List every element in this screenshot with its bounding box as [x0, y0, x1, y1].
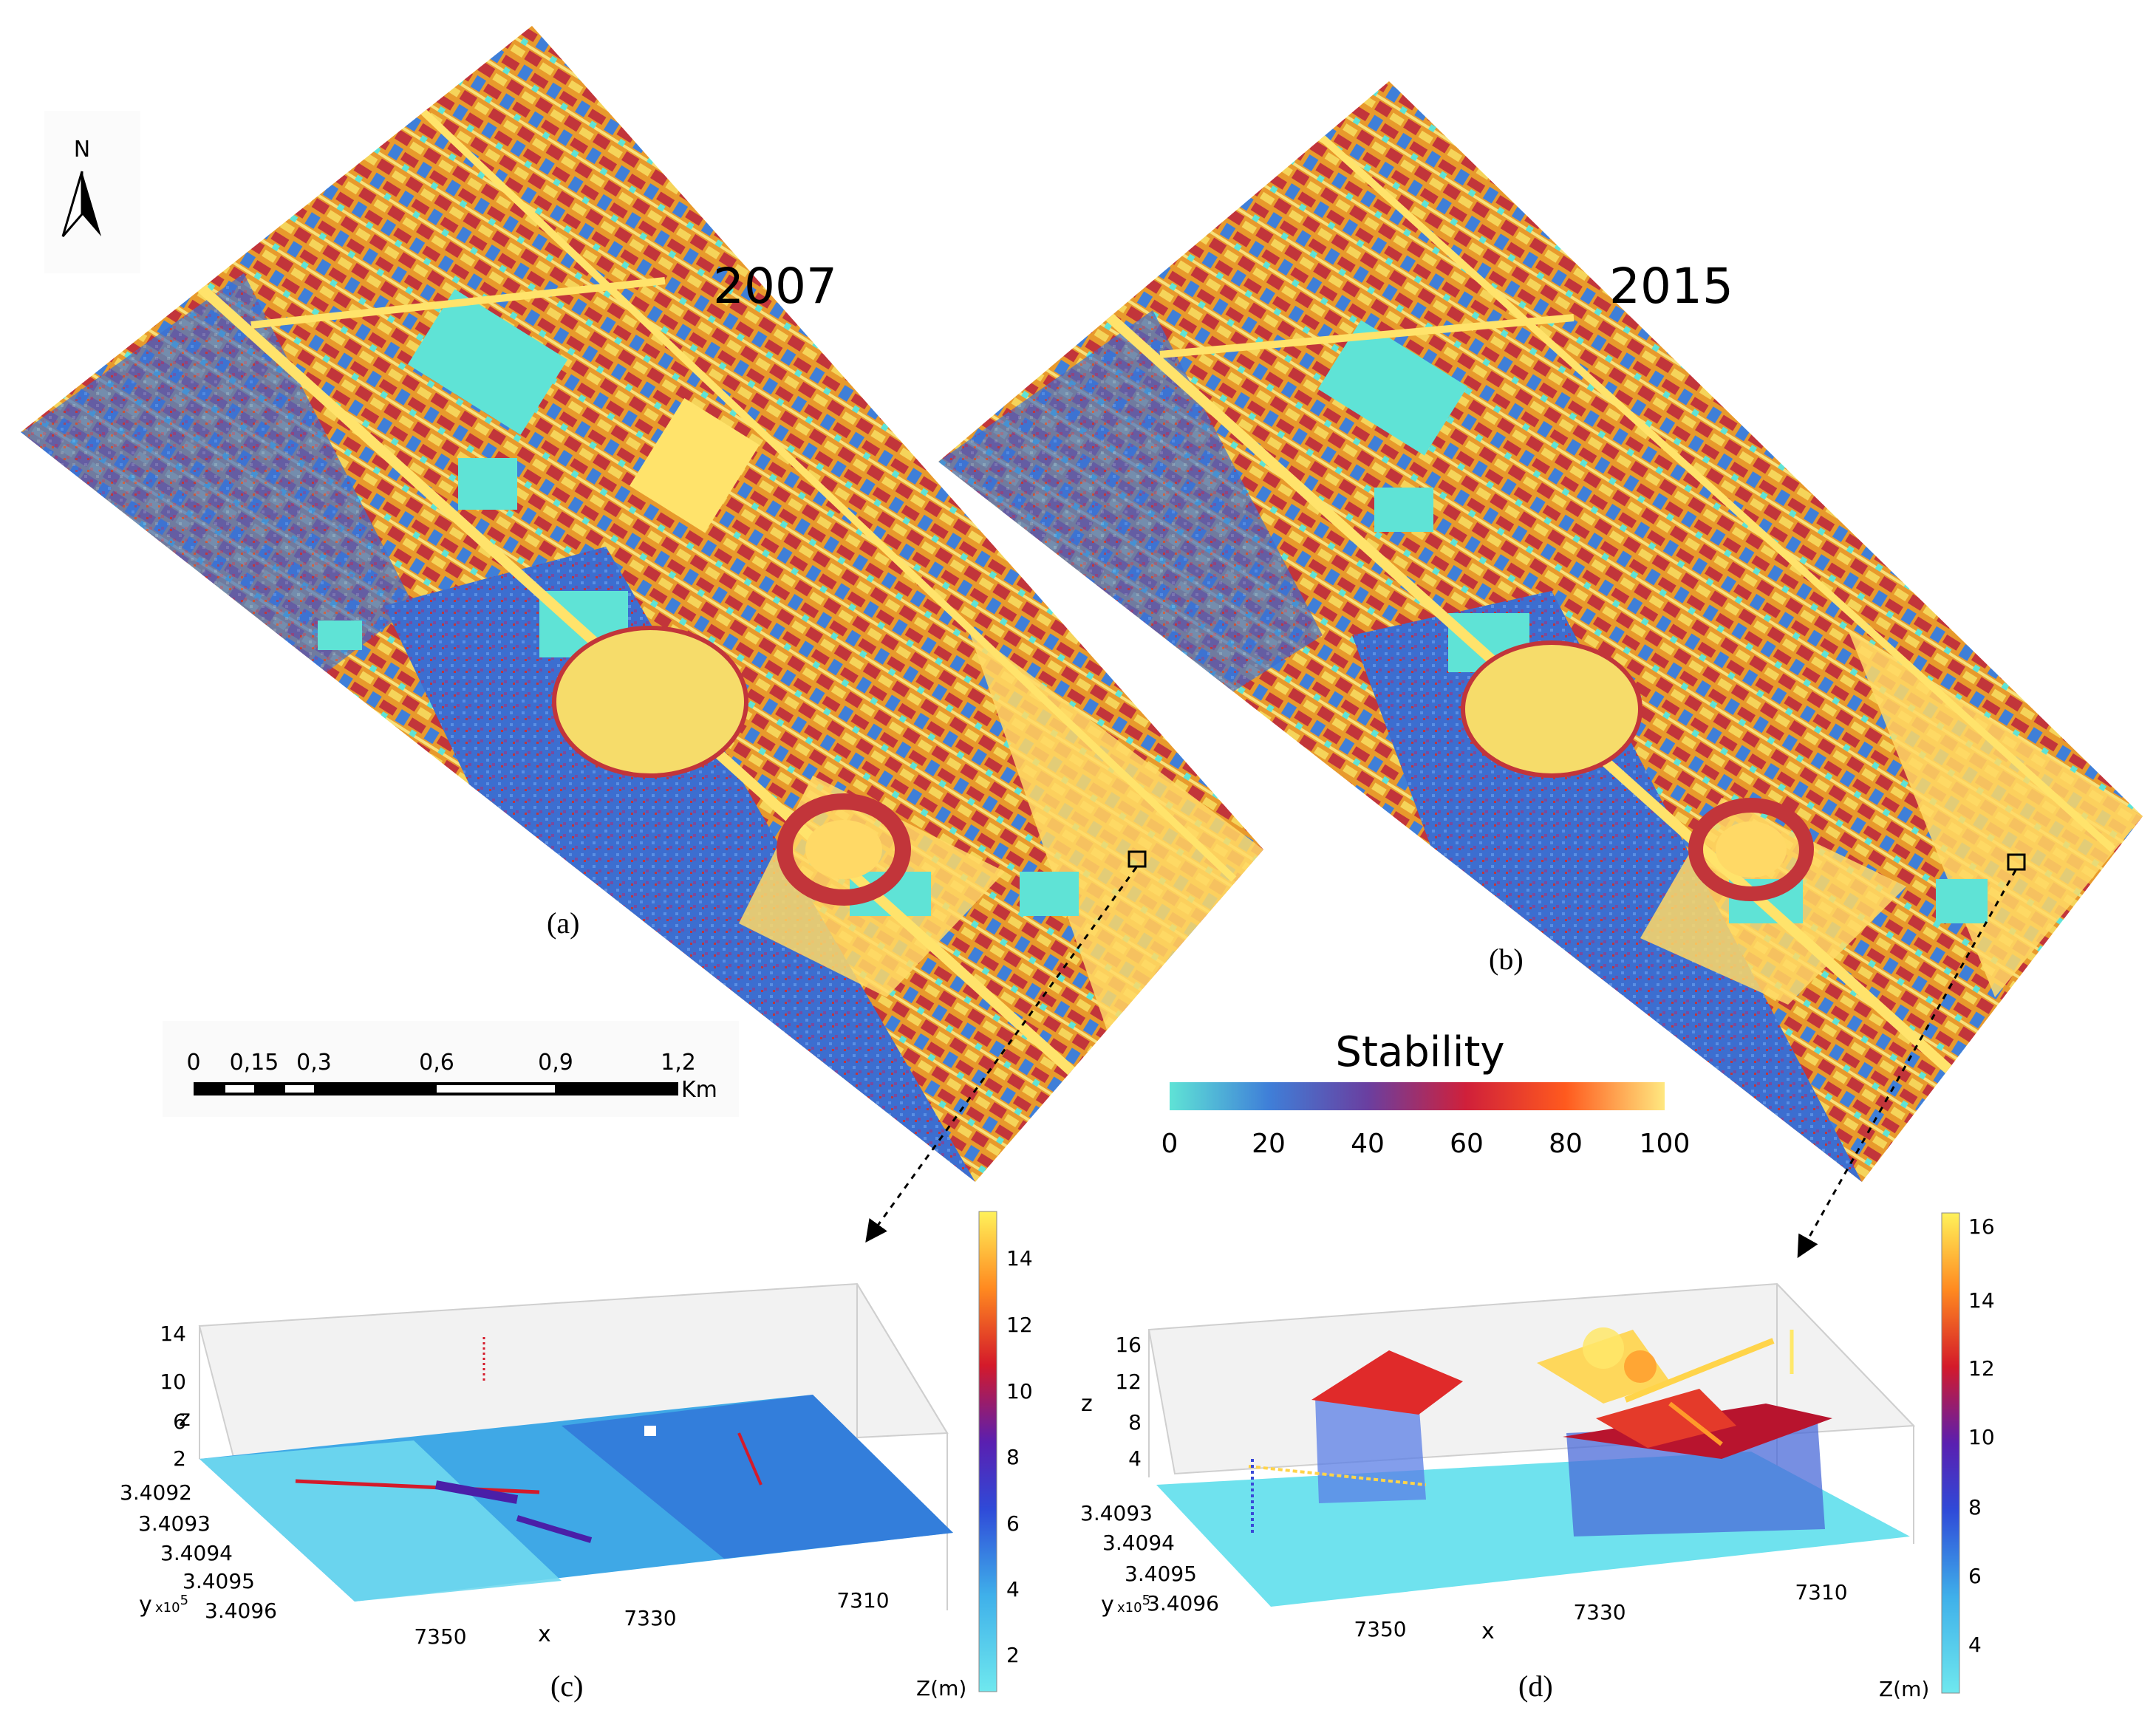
- cbar-c-tick-8: 8: [1006, 1445, 1020, 1469]
- cbar-c-tick-12: 12: [1006, 1313, 1033, 1337]
- north-arrow: N: [44, 111, 140, 273]
- colorbar-d: [1941, 1212, 1960, 1694]
- study-area-marker-a: [1128, 850, 1147, 868]
- colorbar-label-d: Z(m): [1879, 1677, 1929, 1701]
- cbar-d-tick-14: 14: [1968, 1288, 1995, 1313]
- stability-tick-80: 80: [1549, 1129, 1583, 1159]
- north-arrow-label: N: [74, 137, 90, 163]
- z-tick-d-8: 8: [1128, 1410, 1142, 1435]
- z-tick-c-6: 6: [173, 1409, 186, 1434]
- cbar-d-tick-12: 12: [1968, 1356, 1995, 1381]
- y-axis-label-d: y: [1101, 1592, 1114, 1618]
- stadium-a: [777, 793, 911, 906]
- x-tick-c-7310: 7310: [836, 1588, 889, 1613]
- z-tick-d-4: 4: [1128, 1446, 1142, 1471]
- x-tick-d-7330: 7330: [1573, 1600, 1625, 1624]
- scale-tick-1: 0,15: [230, 1050, 279, 1076]
- running-track-a: [552, 626, 748, 778]
- y-tick-d-3: 3.4096: [1147, 1591, 1219, 1616]
- colorbar-label-c: Z(m): [916, 1676, 966, 1700]
- scale-tick-2: 0,3: [296, 1050, 332, 1076]
- panel-label-b: (b): [1489, 943, 1524, 976]
- cbar-c-tick-10: 10: [1006, 1379, 1033, 1404]
- point-cloud-plot-d: z 16 12 8 4 3.4093 3.4094 3.4095 3.4096 …: [1080, 1212, 1995, 1703]
- y-tick-d-0: 3.4093: [1080, 1501, 1153, 1525]
- z-tick-c-14: 14: [160, 1322, 186, 1346]
- stability-colorbar: [1170, 1082, 1665, 1110]
- x-tick-d-7310: 7310: [1795, 1580, 1847, 1604]
- z-tick-c-10: 10: [160, 1370, 186, 1394]
- stability-tick-60: 60: [1450, 1129, 1484, 1159]
- y-tick-c-1: 3.4093: [138, 1511, 211, 1536]
- stability-tick-0: 0: [1161, 1129, 1178, 1159]
- map-year-2015: 2015: [1609, 258, 1733, 315]
- y-tick-c-3: 3.4095: [182, 1569, 255, 1593]
- building-roof-left: [1311, 1350, 1463, 1415]
- leader-arrow-d: [1797, 869, 2017, 1259]
- cbar-d-tick-6: 6: [1968, 1564, 1982, 1588]
- building-block-right: [1566, 1422, 1825, 1536]
- stability-legend-title: Stability: [1335, 1028, 1504, 1076]
- building-block-left: [1315, 1398, 1426, 1503]
- scale-tick-4: 0,9: [538, 1050, 573, 1076]
- x-tick-c-7350: 7350: [414, 1624, 466, 1649]
- y-axis-label-c: y: [139, 1592, 152, 1618]
- stability-tick-20: 20: [1252, 1129, 1286, 1159]
- y-tick-c-0: 3.4092: [120, 1480, 192, 1505]
- scale-tick-5: 1,2: [661, 1050, 696, 1076]
- cbar-c-tick-14: 14: [1006, 1246, 1033, 1271]
- scale-tick-0: 0: [186, 1050, 200, 1076]
- y-exp-c: x105: [155, 1593, 188, 1616]
- y-tick-d-1: 3.4094: [1102, 1531, 1175, 1555]
- panel-label-c: (c): [550, 1669, 583, 1703]
- leader-arrow-c: [865, 866, 1138, 1243]
- x-axis-label-d: x: [1481, 1618, 1495, 1644]
- panel-label-a: (a): [547, 906, 579, 940]
- stability-tick-100: 100: [1640, 1129, 1691, 1159]
- z-tick-c-2: 2: [173, 1446, 186, 1471]
- x-tick-d-7350: 7350: [1354, 1617, 1406, 1641]
- scale-bar: 0 0,15 0,3 0,6 0,9 1,2 Km: [163, 1021, 739, 1117]
- stability-map-2015: 2015 (b): [938, 81, 2143, 1182]
- x-tick-c-7330: 7330: [624, 1606, 676, 1630]
- running-track-b: [1461, 640, 1642, 778]
- cbar-c-tick-4: 4: [1006, 1577, 1020, 1602]
- cbar-d-tick-4: 4: [1968, 1633, 1982, 1657]
- cbar-c-tick-6: 6: [1006, 1511, 1020, 1536]
- study-area-marker-b: [2007, 853, 2026, 871]
- map-a-forest: [384, 547, 975, 1182]
- z-tick-d-16: 16: [1115, 1333, 1142, 1357]
- panel-label-d: (d): [1518, 1669, 1553, 1703]
- stadium-b: [1688, 798, 1814, 901]
- stability-tick-40: 40: [1351, 1129, 1385, 1159]
- z-axis-label-d: z: [1081, 1391, 1093, 1417]
- cbar-d-tick-16: 16: [1968, 1214, 1995, 1239]
- scale-tick-3: 0,6: [419, 1050, 454, 1076]
- y-tick-c-2: 3.4094: [160, 1541, 233, 1565]
- colorbar-c: [978, 1211, 997, 1692]
- x-axis-label-c: x: [538, 1621, 551, 1647]
- stability-legend: Stability 0 20 40 60 80 100: [1161, 1028, 1691, 1159]
- cbar-d-tick-10: 10: [1968, 1425, 1995, 1449]
- scale-unit: Km: [681, 1077, 717, 1103]
- map-a-base: [21, 26, 1263, 1182]
- z-axis-label-c: z: [179, 1406, 191, 1432]
- point-cloud-plot-c: z 14 10 6 2 3.4092 3.4093 3.4094 3.4095 …: [120, 1211, 1033, 1703]
- y-tick-c-4: 3.4096: [205, 1599, 277, 1623]
- stability-map-2007: 2007 (a): [21, 26, 1263, 1182]
- y-tick-d-2: 3.4095: [1125, 1562, 1197, 1586]
- y-exp-d: x105: [1117, 1593, 1150, 1616]
- map-year-2007: 2007: [713, 258, 837, 315]
- cbar-d-tick-8: 8: [1968, 1495, 1982, 1520]
- cbar-c-tick-2: 2: [1006, 1643, 1020, 1667]
- z-tick-d-12: 12: [1115, 1370, 1142, 1394]
